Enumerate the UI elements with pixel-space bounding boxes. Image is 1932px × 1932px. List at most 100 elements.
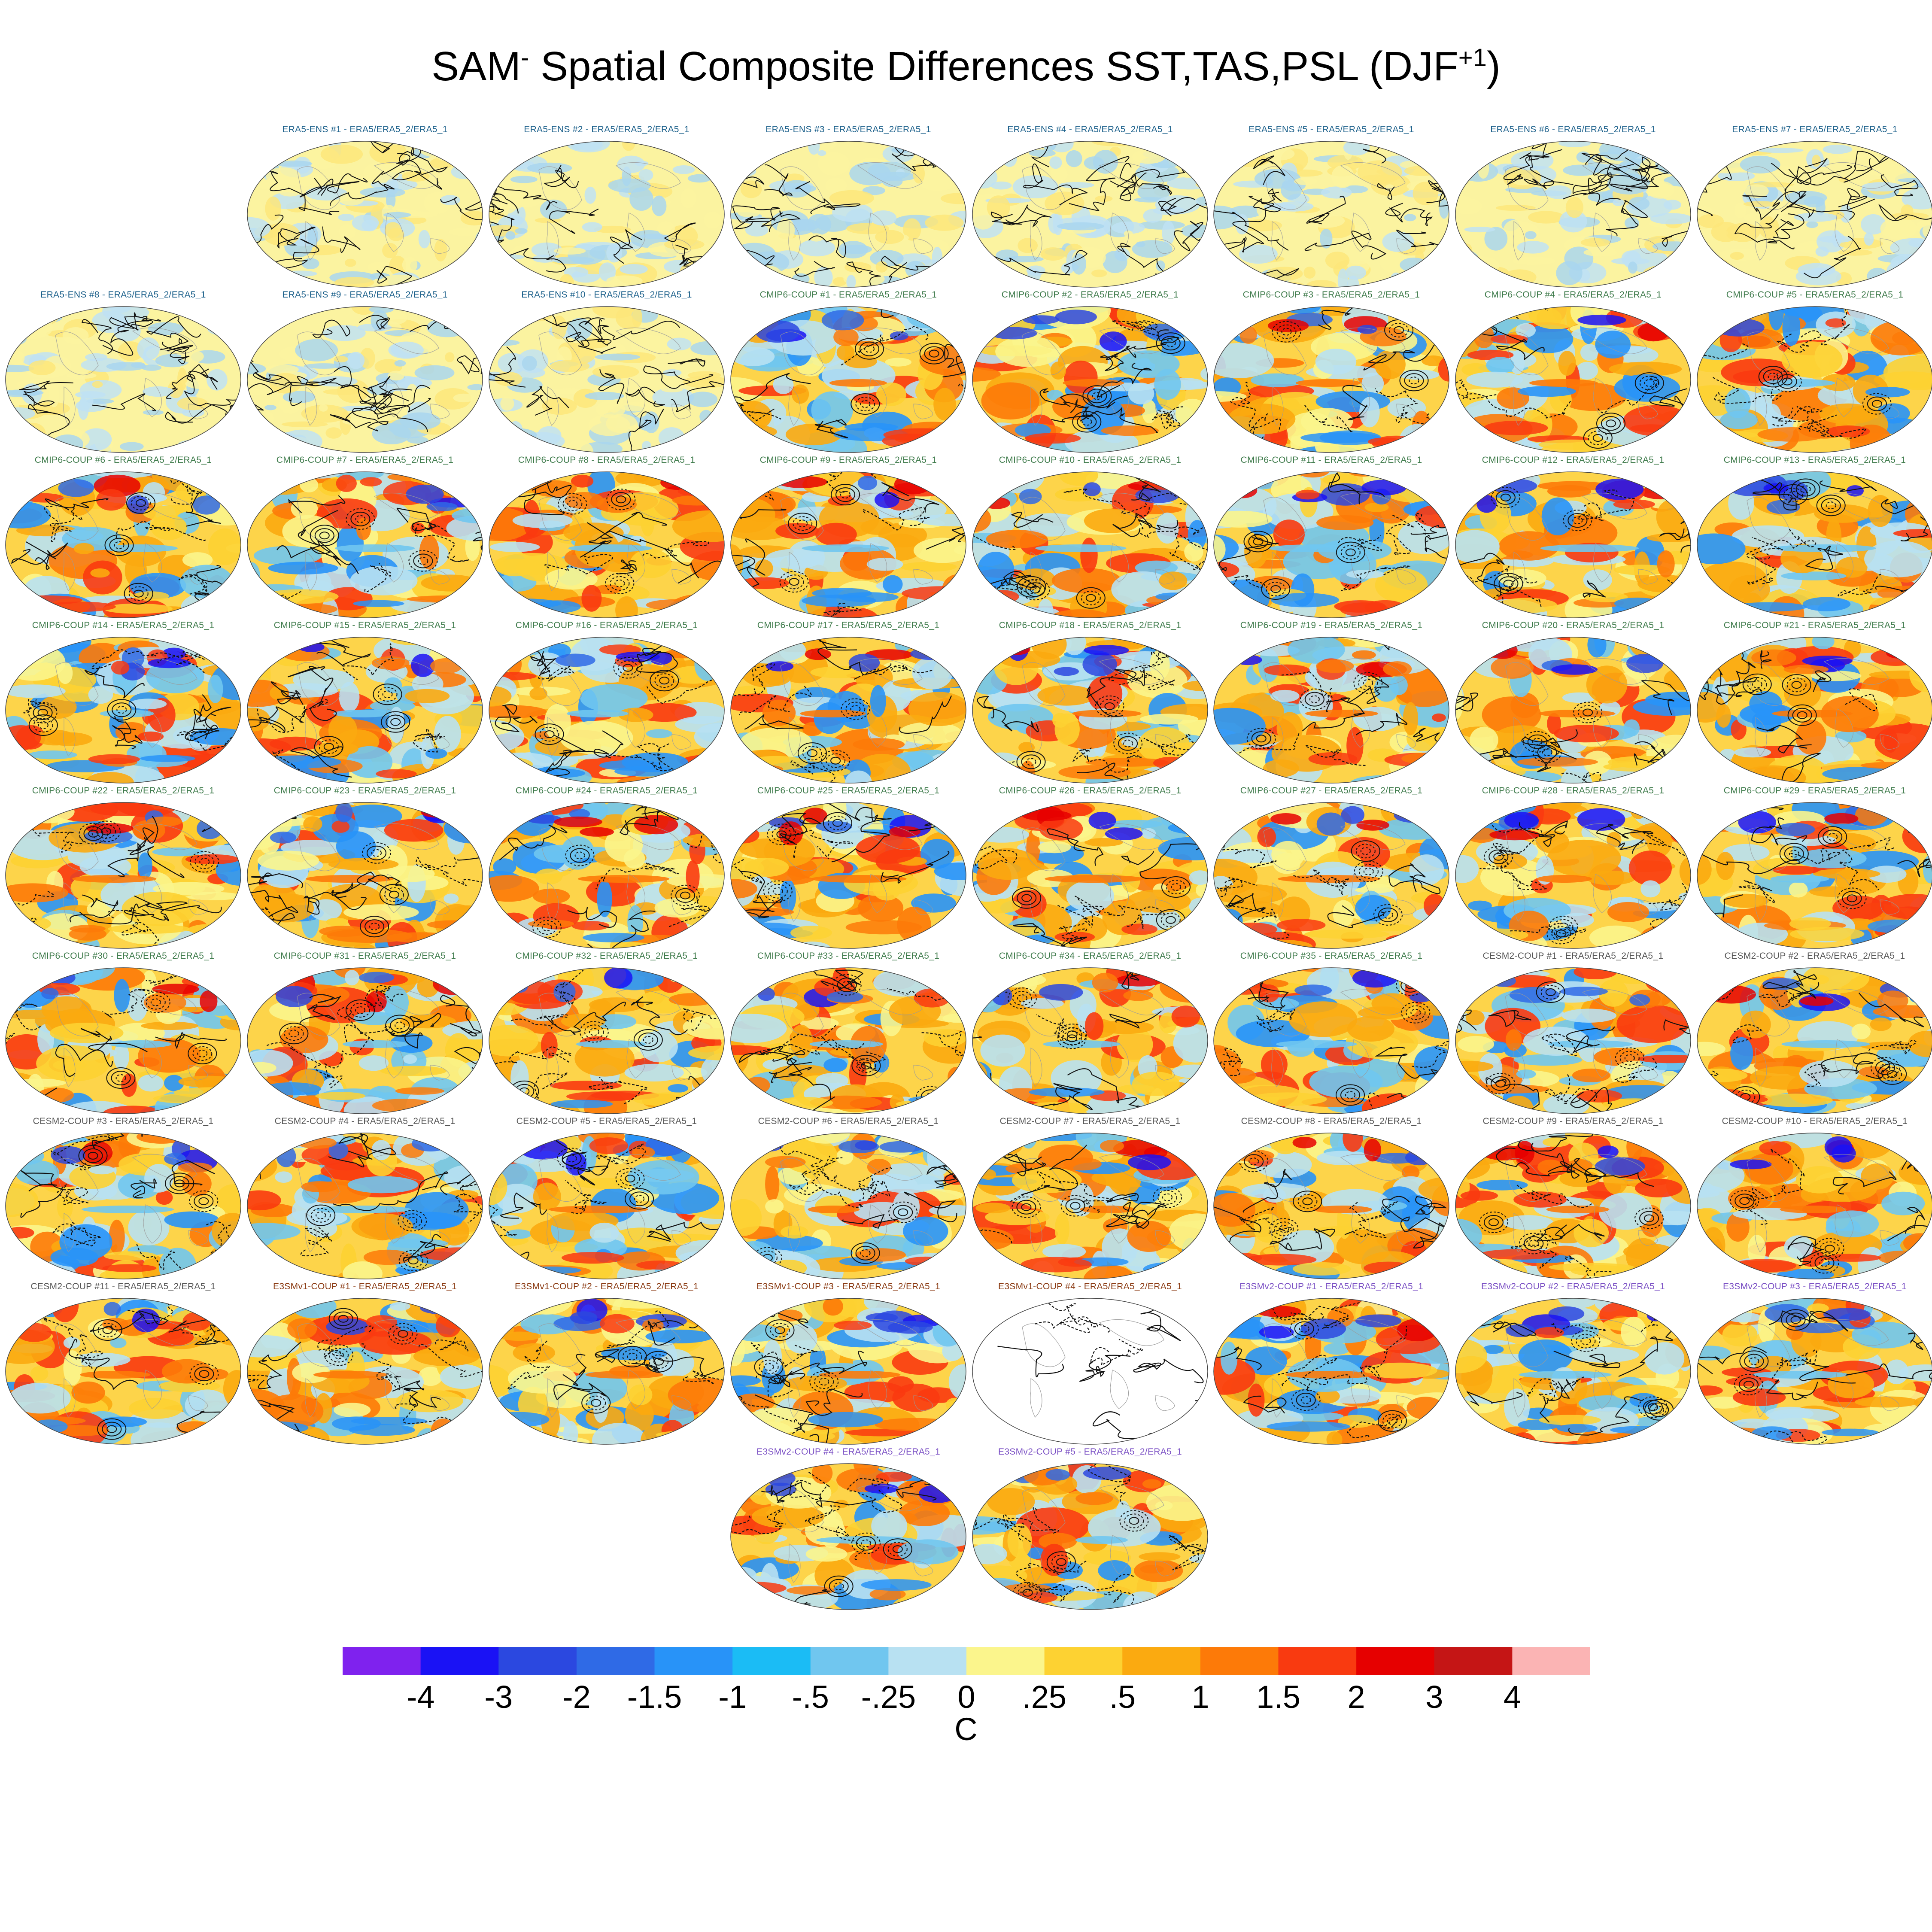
colorbar-swatch (1044, 1647, 1123, 1675)
global-map (972, 967, 1208, 1114)
colorbar-tick-label: -2 (562, 1679, 591, 1715)
panel-label: E3SMv2-COUP #1 - ERA5/ERA5_2/ERA5_1 (1239, 1282, 1423, 1291)
colorbar-units: C (954, 1711, 978, 1747)
panel-label: CMIP6-COUP #26 - ERA5/ERA5_2/ERA5_1 (999, 786, 1182, 796)
panel-label: E3SMv1-COUP #4 - ERA5/ERA5_2/ERA5_1 (998, 1282, 1182, 1291)
global-map (5, 802, 241, 949)
panel-label: ERA5-ENS #4 - ERA5/ERA5_2/ERA5_1 (1007, 125, 1173, 134)
panel-cmip6-coup-1: CMIP6-COUP #1 - ERA5/ERA5_2/ERA5_1 (728, 290, 969, 455)
panel-cesm2-coup-5: CESM2-COUP #5 - ERA5/ERA5_2/ERA5_1 (486, 1116, 727, 1282)
global-map (1455, 967, 1691, 1114)
global-map (730, 1298, 966, 1445)
panel-cmip6-coup-12: CMIP6-COUP #12 - ERA5/ERA5_2/ERA5_1 (1452, 455, 1694, 620)
panel-cmip6-coup-28: CMIP6-COUP #28 - ERA5/ERA5_2/ERA5_1 (1452, 786, 1694, 951)
global-map (247, 471, 483, 618)
global-map (730, 1133, 966, 1279)
global-map (5, 306, 241, 453)
figure-title: SAM- Spatial Composite Differences SST,T… (431, 43, 1501, 89)
global-map (730, 306, 966, 453)
panel-label: ERA5-ENS #10 - ERA5/ERA5_2/ERA5_1 (521, 290, 692, 300)
panel-label: CMIP6-COUP #16 - ERA5/ERA5_2/ERA5_1 (515, 620, 698, 630)
panel-cesm2-coup-1: CESM2-COUP #1 - ERA5/ERA5_2/ERA5_1 (1452, 951, 1694, 1116)
panel-label: CMIP6-COUP #21 - ERA5/ERA5_2/ERA5_1 (1723, 620, 1906, 630)
panel-cmip6-coup-16: CMIP6-COUP #16 - ERA5/ERA5_2/ERA5_1 (486, 620, 727, 786)
panel-label: ERA5-ENS #8 - ERA5/ERA5_2/ERA5_1 (40, 290, 206, 300)
global-map (1455, 306, 1691, 453)
panel-label: CMIP6-COUP #8 - ERA5/ERA5_2/ERA5_1 (518, 455, 696, 465)
colorbar-tick-label: 4 (1503, 1679, 1521, 1715)
panel-cmip6-coup-6: CMIP6-COUP #6 - ERA5/ERA5_2/ERA5_1 (3, 455, 244, 620)
colorbar-swatch (1200, 1647, 1279, 1675)
global-map (972, 1133, 1208, 1279)
panel-label: CESM2-COUP #6 - ERA5/ERA5_2/ERA5_1 (758, 1116, 939, 1126)
panel-label: E3SMv1-COUP #2 - ERA5/ERA5_2/ERA5_1 (515, 1282, 699, 1291)
global-map (247, 1298, 483, 1445)
panel-cmip6-coup-24: CMIP6-COUP #24 - ERA5/ERA5_2/ERA5_1 (486, 786, 727, 951)
panel-label: E3SMv1-COUP #3 - ERA5/ERA5_2/ERA5_1 (756, 1282, 940, 1291)
global-map (1697, 1133, 1932, 1279)
global-map (972, 637, 1208, 784)
panel-cmip6-coup-29: CMIP6-COUP #29 - ERA5/ERA5_2/ERA5_1 (1694, 786, 1932, 951)
panel-label: CMIP6-COUP #14 - ERA5/ERA5_2/ERA5_1 (32, 620, 215, 630)
panel-cmip6-coup-9: CMIP6-COUP #9 - ERA5/ERA5_2/ERA5_1 (728, 455, 969, 620)
panel-cmip6-coup-4: CMIP6-COUP #4 - ERA5/ERA5_2/ERA5_1 (1452, 290, 1694, 455)
panel-label: CMIP6-COUP #20 - ERA5/ERA5_2/ERA5_1 (1482, 620, 1665, 630)
panel-era5-ens-3: ERA5-ENS #3 - ERA5/ERA5_2/ERA5_1 (728, 125, 969, 290)
global-map (5, 967, 241, 1114)
global-map (1213, 141, 1449, 288)
panel-e3smv2-coup-5: E3SMv2-COUP #5 - ERA5/ERA5_2/ERA5_1 (969, 1447, 1211, 1612)
panel-cesm2-coup-8: CESM2-COUP #8 - ERA5/ERA5_2/ERA5_1 (1211, 1116, 1452, 1282)
panel-cesm2-coup-7: CESM2-COUP #7 - ERA5/ERA5_2/ERA5_1 (969, 1116, 1211, 1282)
colorbar-tick-label: -.25 (861, 1679, 916, 1715)
global-map (1697, 802, 1932, 949)
colorbar-swatch (654, 1647, 733, 1675)
panel-cesm2-coup-11: CESM2-COUP #11 - ERA5/ERA5_2/ERA5_1 (3, 1282, 244, 1447)
panel-cmip6-coup-2: CMIP6-COUP #2 - ERA5/ERA5_2/ERA5_1 (969, 290, 1211, 455)
global-map (5, 637, 241, 784)
panel-cmip6-coup-20: CMIP6-COUP #20 - ERA5/ERA5_2/ERA5_1 (1452, 620, 1694, 786)
panel-label: ERA5-ENS #6 - ERA5/ERA5_2/ERA5_1 (1490, 125, 1656, 134)
panel-label: CESM2-COUP #9 - ERA5/ERA5_2/ERA5_1 (1482, 1116, 1664, 1126)
panel-label: E3SMv2-COUP #2 - ERA5/ERA5_2/ERA5_1 (1481, 1282, 1665, 1291)
panel-label: CMIP6-COUP #12 - ERA5/ERA5_2/ERA5_1 (1482, 455, 1665, 465)
panel-label: ERA5-ENS #2 - ERA5/ERA5_2/ERA5_1 (524, 125, 690, 134)
global-map (1455, 471, 1691, 618)
panel-era5-ens-9: ERA5-ENS #9 - ERA5/ERA5_2/ERA5_1 (244, 290, 486, 455)
colorbar-tick-label: 2 (1347, 1679, 1365, 1715)
panel-label: ERA5-ENS #7 - ERA5/ERA5_2/ERA5_1 (1732, 125, 1898, 134)
global-map (1697, 306, 1932, 453)
panel-cmip6-coup-34: CMIP6-COUP #34 - ERA5/ERA5_2/ERA5_1 (969, 951, 1211, 1116)
panel-cmip6-coup-19: CMIP6-COUP #19 - ERA5/ERA5_2/ERA5_1 (1211, 620, 1452, 786)
panel-cmip6-coup-27: CMIP6-COUP #27 - ERA5/ERA5_2/ERA5_1 (1211, 786, 1452, 951)
panel-label: CMIP6-COUP #25 - ERA5/ERA5_2/ERA5_1 (757, 786, 940, 796)
global-map (1455, 802, 1691, 949)
panel-cmip6-coup-14: CMIP6-COUP #14 - ERA5/ERA5_2/ERA5_1 (3, 620, 244, 786)
global-map (972, 1298, 1208, 1445)
panel-cesm2-coup-6: CESM2-COUP #6 - ERA5/ERA5_2/ERA5_1 (728, 1116, 969, 1282)
global-map (1697, 637, 1932, 784)
panel-cmip6-coup-31: CMIP6-COUP #31 - ERA5/ERA5_2/ERA5_1 (244, 951, 486, 1116)
panel-label: CMIP6-COUP #30 - ERA5/ERA5_2/ERA5_1 (32, 951, 215, 961)
panel-cmip6-coup-3: CMIP6-COUP #3 - ERA5/ERA5_2/ERA5_1 (1211, 290, 1452, 455)
panel-label: CMIP6-COUP #19 - ERA5/ERA5_2/ERA5_1 (1240, 620, 1423, 630)
global-map (489, 141, 725, 288)
panel-era5-ens-2: ERA5-ENS #2 - ERA5/ERA5_2/ERA5_1 (486, 125, 727, 290)
colorbar-tick-label: -3 (484, 1679, 513, 1715)
global-map (1213, 802, 1449, 949)
global-map (489, 637, 725, 784)
panel-label: CMIP6-COUP #23 - ERA5/ERA5_2/ERA5_1 (273, 786, 456, 796)
colorbar-swatch (1434, 1647, 1513, 1675)
global-map (1213, 637, 1449, 784)
colorbar-tick-label: 1.5 (1256, 1679, 1300, 1715)
panel-cmip6-coup-32: CMIP6-COUP #32 - ERA5/ERA5_2/ERA5_1 (486, 951, 727, 1116)
panel-label: CESM2-COUP #3 - ERA5/ERA5_2/ERA5_1 (33, 1116, 214, 1126)
global-map (247, 141, 483, 288)
panel-label: CMIP6-COUP #17 - ERA5/ERA5_2/ERA5_1 (757, 620, 940, 630)
panel-label: CESM2-COUP #7 - ERA5/ERA5_2/ERA5_1 (999, 1116, 1181, 1126)
global-map (1455, 1133, 1691, 1279)
global-map (972, 802, 1208, 949)
colorbar-swatch (1122, 1647, 1201, 1675)
global-map (489, 1133, 725, 1279)
colorbar-swatch (810, 1647, 889, 1675)
panel-label: CESM2-COUP #4 - ERA5/ERA5_2/ERA5_1 (274, 1116, 456, 1126)
